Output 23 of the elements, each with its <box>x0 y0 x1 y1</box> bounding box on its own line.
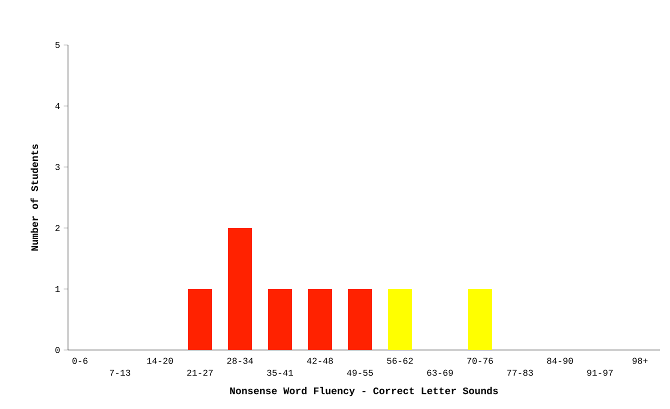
x-tick-label: 63-69 <box>427 370 453 376</box>
y-tick-label: 5 <box>55 42 60 48</box>
x-tick-label: 14-20 <box>147 358 173 364</box>
x-tick-label: 21-27 <box>187 370 213 376</box>
x-tick-label: 70-76 <box>467 358 493 364</box>
x-tick-label: 77-83 <box>507 370 533 376</box>
x-tick-label: 84-90 <box>547 358 573 364</box>
x-tick-label: 49-55 <box>347 370 373 376</box>
x-tick-label: 42-48 <box>307 358 333 364</box>
y-tick-label: 3 <box>55 164 60 170</box>
y-tick-label: 1 <box>55 286 60 292</box>
x-tick-label: 98+ <box>632 358 648 364</box>
x-tick-label: 0-6 <box>72 358 88 364</box>
y-tick-label: 2 <box>55 225 60 231</box>
y-tick-label: 0 <box>55 346 60 354</box>
x-tick-label: 28-34 <box>227 358 253 364</box>
x-tick-label: 35-41 <box>267 370 294 376</box>
x-tick-label: 7-13 <box>110 370 130 376</box>
x-tick-label: 56-62 <box>387 358 413 364</box>
x-tick-label: 91-97 <box>587 370 613 376</box>
x-axis-title: Nonsense Word Fluency - Correct Letter Sounds <box>230 386 498 396</box>
y-axis-title: Number of Students <box>30 144 38 251</box>
y-tick-label: 4 <box>55 103 60 109</box>
